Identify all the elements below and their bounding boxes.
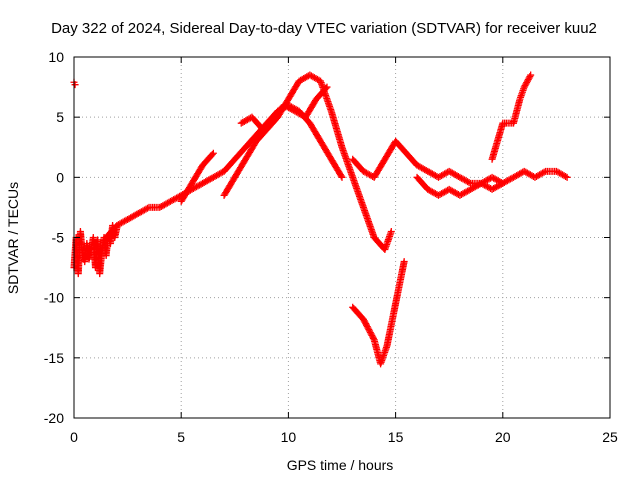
y-tick-label: 5 [56,109,64,125]
x-tick-label: 0 [70,429,78,445]
y-tick-label: -15 [44,350,64,366]
data-point-marker [465,178,473,186]
data-point-marker [520,83,528,91]
data-point-marker [369,334,377,342]
y-tick-label: -10 [44,290,64,306]
data-point-marker [526,73,534,81]
data-point-marker [497,180,505,188]
data-point-marker [209,149,217,157]
data-point-marker [562,172,570,180]
data-point-marker [523,77,531,85]
data-point-marker [400,258,408,266]
x-tick-label: 5 [177,429,185,445]
x-tick-label: 25 [602,429,618,445]
chart-title: Day 322 of 2024, Sidereal Day-to-day VTE… [51,20,597,37]
data-point-marker [540,168,548,176]
data-point-marker [522,80,530,88]
x-axis-label: GPS time / hours [287,457,394,473]
data-point-marker [524,76,532,84]
y-axis-label: SDTVAR / TECUs [5,182,21,294]
data-point-marker [563,173,571,181]
plot-frame [73,56,611,419]
data-point-marker [499,179,507,187]
data-point-marker [144,204,152,212]
data-series [70,71,571,368]
data-point-marker [521,82,529,90]
y-tick-label: -20 [44,410,64,426]
data-point-marker [208,150,216,158]
x-tick-label: 10 [281,429,297,445]
data-point-marker [71,81,79,89]
y-tick-label: -5 [52,230,65,246]
data-point-marker [523,79,531,87]
data-point-marker [527,71,535,79]
x-tick-label: 15 [388,429,404,445]
data-point-marker [387,227,395,235]
data-point-marker [322,84,330,92]
axis-ticks: 0 5 10 15 20 25 -20 -15 -10 -5 0 5 10 [44,49,618,445]
data-point-marker [337,172,345,180]
data-point-marker [323,83,331,91]
data-point-marker [525,74,533,82]
y-tick-label: 0 [56,169,64,185]
grid-lines [74,57,610,418]
y-tick-label: 10 [48,49,64,65]
x-tick-label: 20 [495,429,511,445]
data-point-marker [338,173,346,181]
